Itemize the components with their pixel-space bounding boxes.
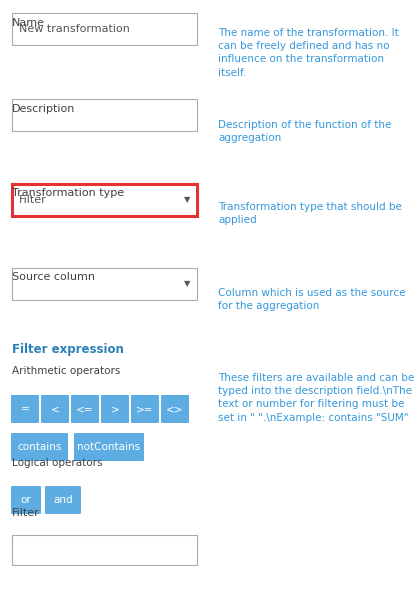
Text: Logical operators: Logical operators — [12, 458, 102, 468]
FancyBboxPatch shape — [74, 433, 144, 461]
Text: Name: Name — [12, 18, 45, 28]
Text: or: or — [20, 495, 31, 505]
Text: <: < — [51, 404, 59, 414]
FancyBboxPatch shape — [41, 395, 69, 423]
Text: Description of the function of the
aggregation: Description of the function of the aggre… — [218, 120, 391, 143]
Text: These filters are available and can be
typed into the description field.\nThe
te: These filters are available and can be t… — [218, 373, 414, 423]
FancyBboxPatch shape — [101, 395, 129, 423]
FancyBboxPatch shape — [131, 395, 159, 423]
FancyBboxPatch shape — [161, 395, 189, 423]
Text: >: > — [111, 404, 120, 414]
FancyBboxPatch shape — [71, 395, 99, 423]
Text: <=: <= — [76, 404, 94, 414]
Text: New transformation: New transformation — [19, 24, 130, 34]
Text: Filter expression: Filter expression — [12, 343, 124, 356]
Text: Arithmetic operators: Arithmetic operators — [12, 366, 120, 376]
Text: Transformation type that should be
applied: Transformation type that should be appli… — [218, 202, 402, 225]
Text: ▼: ▼ — [184, 279, 190, 288]
Text: >=: >= — [136, 404, 154, 414]
Text: and: and — [53, 495, 73, 505]
Text: notContains: notContains — [77, 442, 140, 452]
FancyBboxPatch shape — [11, 486, 41, 514]
Text: Column which is used as the source
for the aggregation: Column which is used as the source for t… — [218, 288, 405, 311]
FancyBboxPatch shape — [12, 268, 197, 300]
Text: contains: contains — [17, 442, 62, 452]
FancyBboxPatch shape — [12, 535, 197, 565]
Text: ▼: ▼ — [184, 196, 190, 205]
FancyBboxPatch shape — [12, 99, 197, 131]
FancyBboxPatch shape — [11, 395, 39, 423]
Text: The name of the transformation. It
can be freely defined and has no
influence on: The name of the transformation. It can b… — [218, 28, 399, 78]
Text: Filter: Filter — [12, 508, 40, 518]
FancyBboxPatch shape — [11, 433, 68, 461]
Text: =: = — [20, 404, 29, 414]
Text: <>: <> — [166, 404, 184, 414]
Text: Source column: Source column — [12, 272, 95, 282]
FancyBboxPatch shape — [12, 184, 197, 216]
FancyBboxPatch shape — [45, 486, 81, 514]
Text: Transformation type: Transformation type — [12, 188, 124, 198]
FancyBboxPatch shape — [12, 13, 197, 45]
Text: Description: Description — [12, 104, 75, 114]
Text: Filter: Filter — [19, 195, 47, 205]
